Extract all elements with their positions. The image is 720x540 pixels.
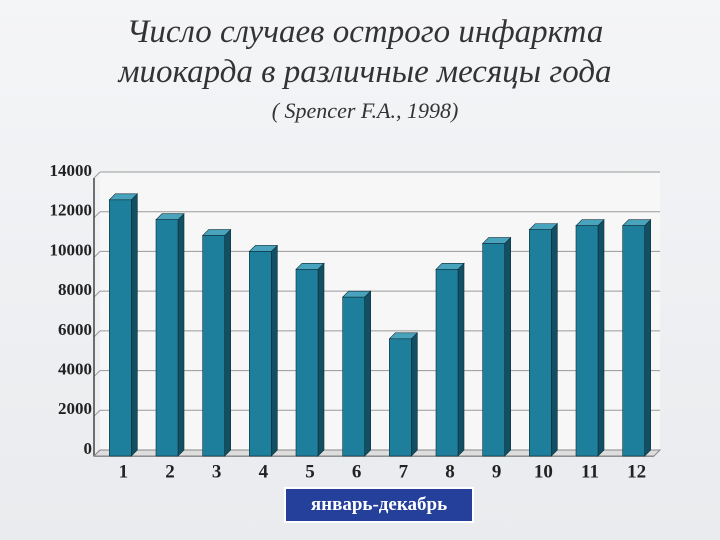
bar-side bbox=[271, 244, 278, 457]
chart-subtitle: ( Spencer F.A., 1998) bbox=[271, 98, 459, 123]
bar-side bbox=[457, 262, 465, 457]
bar bbox=[295, 269, 319, 457]
bar-side bbox=[224, 228, 231, 457]
grid-line bbox=[93, 370, 101, 377]
y-tick-label: 14000 bbox=[50, 161, 93, 180]
bar-side bbox=[597, 218, 605, 457]
bar bbox=[202, 235, 225, 457]
y-tick-label: 0 bbox=[84, 439, 93, 458]
x-tick-label: 6 bbox=[352, 461, 362, 482]
bar bbox=[575, 225, 599, 457]
grid-line bbox=[93, 330, 101, 338]
x-tick-label: 8 bbox=[445, 461, 455, 482]
bar-side bbox=[644, 218, 651, 457]
x-tick-label: 10 bbox=[534, 461, 553, 482]
y-tick-label: 4000 bbox=[58, 359, 92, 378]
bar-side bbox=[504, 236, 511, 457]
x-tick-label: 11 bbox=[581, 461, 599, 482]
y-tick-label: 10000 bbox=[50, 240, 93, 259]
bar bbox=[482, 243, 505, 457]
bar bbox=[435, 269, 459, 457]
y-tick-label: 8000 bbox=[58, 280, 92, 299]
grid-line bbox=[93, 409, 101, 417]
y-tick-label: 12000 bbox=[50, 201, 93, 220]
bar-side bbox=[364, 290, 371, 457]
x-tick-label: 9 bbox=[492, 461, 502, 482]
x-tick-label: 1 bbox=[119, 461, 129, 482]
x-tick-label: 4 bbox=[259, 461, 269, 482]
chart-title: Число случаев острого инфаркта миокарда … bbox=[118, 14, 612, 90]
x-tick-label: 12 bbox=[627, 461, 646, 482]
bar-side bbox=[131, 193, 138, 457]
x-tick-label: 5 bbox=[305, 461, 315, 482]
bar bbox=[622, 225, 645, 457]
x-tick-label: 7 bbox=[399, 461, 409, 482]
bar bbox=[249, 251, 272, 457]
bar bbox=[389, 338, 412, 457]
bar-side bbox=[317, 262, 325, 457]
bar bbox=[342, 296, 365, 457]
x-tick-label: 2 bbox=[165, 461, 175, 482]
grid-line bbox=[93, 251, 101, 258]
y-tick-label: 2000 bbox=[58, 399, 92, 418]
floor bbox=[92, 449, 662, 457]
grid-line bbox=[93, 211, 101, 219]
bar bbox=[155, 219, 179, 457]
bar bbox=[529, 229, 552, 457]
grid-line bbox=[93, 290, 101, 298]
back-wall bbox=[100, 172, 660, 450]
bar-side bbox=[177, 212, 185, 457]
bar-side bbox=[411, 332, 418, 457]
bar bbox=[109, 199, 132, 457]
grid-line bbox=[93, 171, 101, 179]
x-tick-label: 3 bbox=[212, 461, 222, 482]
y-tick-label: 6000 bbox=[58, 320, 92, 339]
x-axis-label: январь-декабрь bbox=[284, 487, 474, 523]
bar-side bbox=[551, 222, 558, 457]
